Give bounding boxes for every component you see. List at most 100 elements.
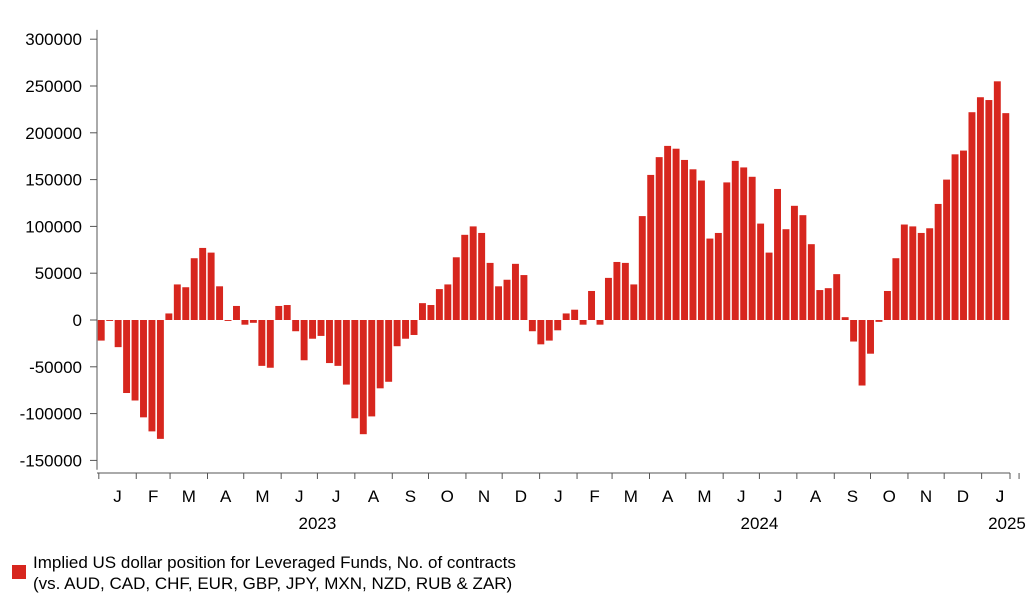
bar [173,284,181,320]
x-month-label: J [113,487,122,506]
x-month-label: N [478,487,490,506]
x-month-label: J [332,487,341,506]
bar [106,320,114,321]
bar [748,176,756,320]
bar [537,320,545,345]
bar [182,287,190,320]
x-month-label: J [554,487,563,506]
bar [613,261,621,320]
bar [165,313,173,320]
y-tick-label: 50000 [35,264,82,283]
x-month-label: D [957,487,969,506]
bar [199,247,207,320]
bar [799,215,807,320]
bar [993,81,1001,320]
bar [1002,113,1010,320]
bar [672,148,680,320]
bar [283,305,291,320]
bar [714,232,722,320]
bar [156,320,164,439]
bar [266,320,274,368]
bar [579,320,587,325]
bar [427,305,435,320]
bar [909,226,917,320]
bar [469,226,477,320]
x-month-label: O [883,487,896,506]
x-month-label: F [148,487,158,506]
bar [554,320,562,331]
bar [883,290,891,320]
bar [943,179,951,320]
x-month-label: N [920,487,932,506]
bar [951,154,959,320]
y-tick-label: -150000 [20,451,82,470]
bar [664,145,672,320]
bar [630,284,638,320]
bar [824,288,832,320]
bar [140,320,147,418]
bar [807,244,815,320]
x-month-label: S [847,487,858,506]
x-month-label: J [737,487,746,506]
bar [123,320,131,394]
bar [342,320,350,385]
bar [402,320,410,339]
bar [258,320,266,366]
bar [300,320,308,361]
bar [376,320,384,389]
bar [892,258,900,320]
legend-line-1: Implied US dollar position for Leveraged… [33,553,516,572]
y-tick-label: 200000 [25,124,82,143]
bar [97,320,105,341]
bar [503,279,511,320]
y-axis: 300000 250000 200000 150000 100000 50000 0 -500… [20,29,98,470]
x-month-label: O [441,487,454,506]
bar [317,320,325,336]
x-month-label: J [295,487,304,506]
bar [452,257,460,320]
bar [960,150,967,320]
bar [858,320,866,386]
bar [359,320,367,435]
bar [757,223,765,320]
bar [765,252,773,320]
x-year-label: 2024 [740,514,778,533]
bar [976,97,984,320]
bar [233,305,240,320]
bar [461,234,469,320]
bar [833,274,841,320]
bar [934,203,942,320]
x-month-label: A [368,487,380,506]
x-month-label: A [810,487,822,506]
bar [731,160,739,320]
bar [385,320,393,382]
bar [867,320,874,354]
x-month-label: M [255,487,269,506]
x-month-label: S [405,487,416,506]
bar [740,167,748,320]
bar [782,229,790,320]
bar [638,216,646,320]
bar [216,286,224,320]
bar [511,263,519,320]
legend-line-2: (vs. AUD, CAD, CHF, EUR, GBP, JPY, MXN, … [33,574,513,593]
legend: Implied US dollar position for Leveraged… [12,552,516,594]
bar [393,320,401,347]
x-month-label: M [697,487,711,506]
y-tick-label: 300000 [25,30,82,49]
bar [326,320,333,364]
bar [900,224,908,320]
x-year-label: 2023 [298,514,336,533]
bar [419,303,426,320]
x-month-label: D [515,487,527,506]
y-tick-label: 250000 [25,77,82,96]
bar [571,309,579,320]
bar [774,188,781,320]
bar [334,320,342,366]
bar [486,262,494,320]
x-month-label: J [774,487,783,506]
bar [410,320,418,335]
bar [292,320,300,332]
